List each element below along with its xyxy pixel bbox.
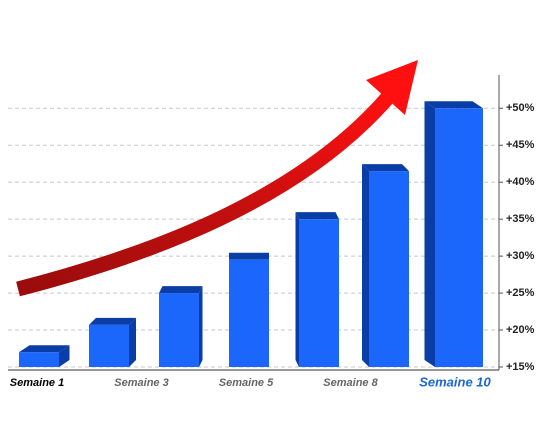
- x-label: Semaine 1: [10, 377, 64, 389]
- arrow-shaft: [16, 90, 396, 297]
- bar-top: [295, 212, 339, 220]
- bar-side: [59, 345, 70, 367]
- x-label: Semaine 10: [419, 374, 491, 389]
- bar-side: [362, 164, 369, 367]
- bar-side: [199, 286, 203, 367]
- bar: [19, 352, 59, 367]
- bar-top: [19, 345, 70, 353]
- y-tick-label: +50%: [506, 102, 535, 114]
- arrow-head: [366, 60, 418, 115]
- bar: [299, 219, 339, 367]
- y-tick-label: +35%: [506, 213, 535, 225]
- bar: [369, 171, 409, 367]
- y-tick-label: +40%: [506, 176, 535, 188]
- bar: [229, 259, 269, 367]
- trend-arrow: [16, 60, 418, 297]
- y-tick-label: +15%: [506, 361, 535, 373]
- bar: [89, 324, 129, 367]
- y-tick-label: +20%: [506, 324, 535, 336]
- bar-top: [362, 164, 409, 172]
- bar-side: [295, 212, 299, 367]
- x-label: Semaine 3: [114, 377, 168, 389]
- bar-top: [89, 317, 136, 325]
- bar-side: [424, 101, 435, 368]
- x-label: Semaine 5: [219, 377, 274, 389]
- bar-top: [229, 252, 269, 260]
- bar: [435, 108, 483, 368]
- x-label: Semaine 8: [323, 377, 378, 389]
- bar-top: [159, 286, 203, 294]
- bar-top: [424, 101, 483, 109]
- y-tick-label: +25%: [506, 287, 535, 299]
- bar: [159, 293, 199, 367]
- y-tick-label: +45%: [506, 139, 535, 151]
- y-tick-label: +30%: [506, 250, 535, 262]
- bar-side: [129, 317, 136, 367]
